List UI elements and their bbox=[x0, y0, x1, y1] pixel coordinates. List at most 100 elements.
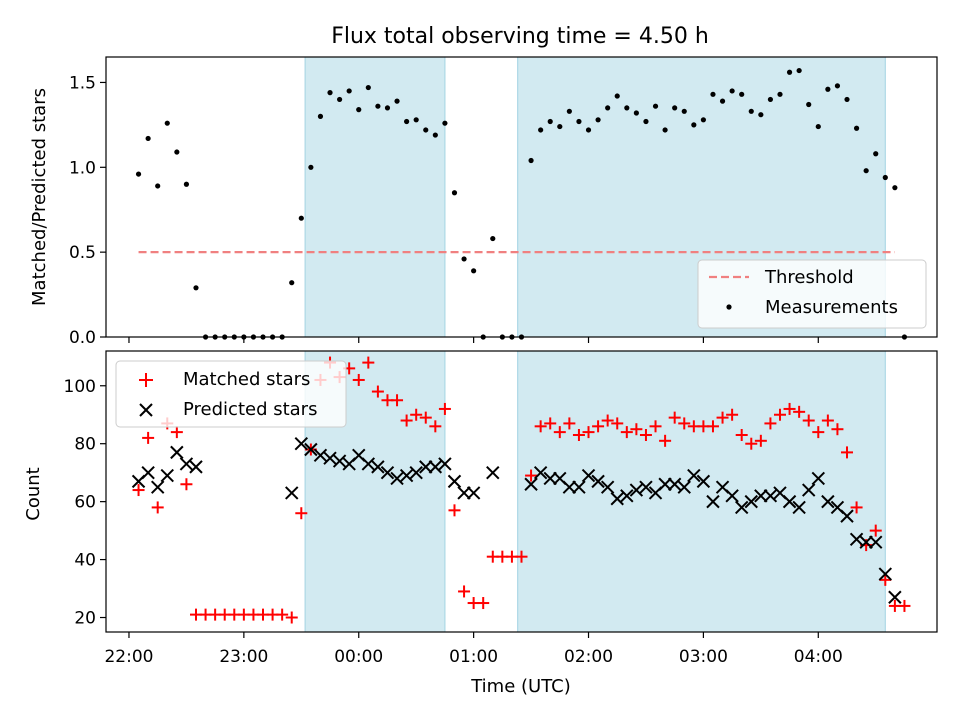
predicted-star-point-b bbox=[466, 486, 481, 500]
bottom-legend-box bbox=[115, 360, 347, 428]
x-tick-label: 00:00 bbox=[334, 647, 383, 667]
predicted-star-point-b bbox=[543, 471, 557, 486]
predicted-star-point-b bbox=[313, 448, 328, 462]
predicted-star-point-b bbox=[687, 468, 701, 483]
predicted-star-point bbox=[600, 480, 615, 494]
predicted-star-point-b bbox=[141, 465, 155, 480]
predicted-star-point bbox=[658, 477, 672, 491]
matched-star-point bbox=[553, 426, 566, 439]
legend-predicted-swatch bbox=[139, 403, 153, 417]
predicted-star-point bbox=[533, 465, 548, 480]
matched-star-point bbox=[592, 420, 605, 433]
predicted-star-point bbox=[380, 465, 395, 480]
top-measurement-points bbox=[135, 67, 908, 340]
predicted-star-point bbox=[486, 465, 500, 480]
predicted-star-point bbox=[409, 465, 423, 480]
predicted-star-point bbox=[543, 471, 557, 486]
predicted-star-point bbox=[323, 451, 337, 465]
predicted-star-point bbox=[466, 486, 481, 500]
measurement-point bbox=[748, 108, 754, 114]
measurement-point bbox=[471, 268, 477, 274]
measurement-point bbox=[317, 113, 324, 119]
matched-star-point bbox=[630, 423, 643, 436]
top-shaded-region-1 bbox=[305, 57, 445, 337]
matched-star-point bbox=[151, 501, 164, 514]
predicted-star-point-b bbox=[409, 465, 423, 480]
predicted-star-point-b bbox=[581, 468, 596, 483]
matched-star-point bbox=[142, 431, 155, 444]
x-tick-label: 22:00 bbox=[104, 647, 153, 667]
predicted-star-point-b bbox=[304, 442, 318, 457]
predicted-star-point bbox=[734, 500, 749, 515]
predicted-star-point-b bbox=[667, 477, 682, 491]
matched-star-point bbox=[649, 420, 662, 433]
predicted-star-point bbox=[562, 480, 577, 494]
predicted-star-point-b bbox=[706, 494, 720, 509]
predicted-star-point bbox=[763, 489, 778, 503]
predicted-star-point-b bbox=[782, 494, 797, 509]
matched-star-point bbox=[783, 402, 796, 415]
predicted-star-point-b bbox=[610, 492, 624, 506]
matched-star-point bbox=[879, 573, 892, 586]
measurement-point bbox=[557, 123, 563, 130]
top-y-tick-label: 0.5 bbox=[69, 243, 96, 263]
measurement-point bbox=[777, 91, 783, 97]
predicted-star-point bbox=[160, 468, 174, 483]
measurement-point bbox=[365, 84, 371, 91]
top-y-axis-label: Matched/Predicted stars bbox=[29, 88, 50, 306]
top-y-tick-label: 0.0 bbox=[69, 328, 96, 348]
top-x-ticks bbox=[128, 337, 819, 343]
measurement-point bbox=[863, 168, 869, 174]
measurement-point bbox=[375, 103, 381, 109]
predicted-star-point-b bbox=[380, 465, 395, 480]
predicted-star-point-b bbox=[802, 483, 816, 497]
measurement-point bbox=[719, 98, 726, 104]
measurement-point bbox=[442, 120, 448, 126]
bottom-y-axis-label: Count bbox=[23, 467, 44, 520]
predicted-star-point-b bbox=[332, 454, 347, 468]
bottom-y-tick-label: 20 bbox=[74, 609, 96, 629]
predicted-star-point bbox=[754, 489, 768, 503]
predicted-star-point bbox=[840, 509, 854, 523]
x-tick-label: 01:00 bbox=[449, 647, 498, 667]
measurement-point bbox=[796, 67, 802, 74]
predicted-star-point bbox=[572, 480, 586, 494]
predicted-star-point-b bbox=[428, 460, 443, 474]
measurement-point bbox=[308, 164, 314, 170]
predicted-star-point bbox=[782, 494, 797, 509]
measurement-point bbox=[710, 91, 716, 97]
predicted-star-point bbox=[849, 532, 864, 547]
predicted-star-point bbox=[457, 486, 471, 500]
predicted-star-point-b bbox=[170, 445, 184, 460]
measurement-point bbox=[786, 69, 793, 75]
predicted-star-point bbox=[696, 474, 711, 489]
predicted-star-point bbox=[285, 486, 299, 500]
x-axis-label: Time (UTC) bbox=[470, 676, 571, 697]
predicted-star-point bbox=[332, 454, 347, 468]
matched-star-point bbox=[706, 420, 719, 433]
matched-star-point bbox=[716, 411, 729, 424]
measurement-point bbox=[729, 88, 735, 94]
predicted-star-point-b bbox=[572, 480, 586, 494]
predicted-star-point bbox=[744, 494, 758, 509]
predicted-star-point-b bbox=[486, 465, 500, 480]
predicted-star-point-b bbox=[562, 480, 577, 494]
predicted-star-point-b bbox=[725, 489, 739, 503]
matched-star-point bbox=[352, 373, 365, 386]
bottom-shaded-region-2 bbox=[517, 351, 886, 632]
matched-star-point bbox=[525, 469, 538, 482]
predicted-star-point bbox=[677, 480, 691, 494]
legend-threshold-label: Threshold bbox=[764, 267, 854, 288]
predicted-star-point bbox=[620, 489, 634, 503]
measurement-point bbox=[404, 118, 410, 125]
predicted-star-point-b bbox=[754, 489, 768, 503]
predicted-star-point-b bbox=[869, 535, 883, 549]
matched-star-point bbox=[448, 504, 461, 517]
predicted-star-point bbox=[802, 483, 816, 497]
matched-star-point bbox=[170, 426, 183, 439]
predicted-star-point-b bbox=[888, 590, 902, 604]
matched-star-point bbox=[276, 608, 289, 621]
predicted-star-point bbox=[629, 483, 644, 497]
bottom-x-ticks: 22:00 23:00 00:00 01:00 02:00 03:00 04:00 bbox=[104, 632, 843, 667]
matched-star-point bbox=[735, 429, 748, 442]
